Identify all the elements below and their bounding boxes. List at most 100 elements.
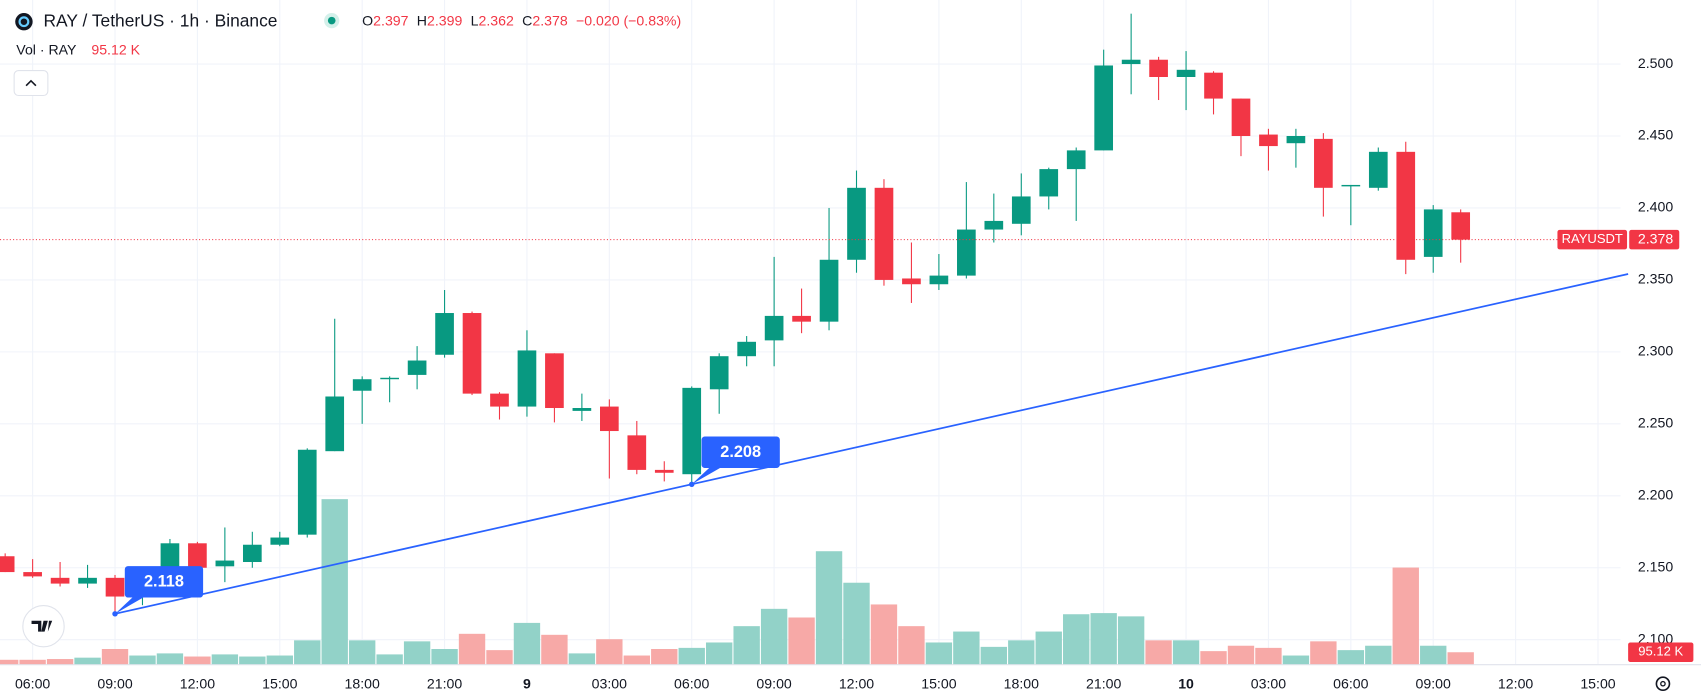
h-label: H [417, 12, 427, 28]
ohlc-legend: O2.397 H2.399 L2.362 C2.378 −0.020 (−0.8… [362, 12, 681, 28]
candle-body [682, 387, 702, 475]
candle-body [902, 278, 921, 285]
x-tick-label: 9 [523, 676, 531, 692]
grid [0, 0, 1701, 666]
volume-bar [596, 639, 623, 665]
volume-bar [239, 656, 266, 665]
volume-bar [1035, 631, 1062, 665]
c-value: 2.378 [532, 12, 567, 28]
symbol-icon-inner [18, 16, 30, 28]
volume-bar [1227, 645, 1255, 665]
candle-body [709, 356, 729, 390]
x-tick-label: 15:00 [262, 676, 297, 692]
volume-bar [651, 648, 678, 665]
candle-body [1396, 151, 1416, 260]
y-tick-label: 2.400 [1638, 199, 1673, 215]
volume-bar [925, 642, 953, 665]
volume-bar [321, 499, 348, 665]
x-tick-label: 03:00 [592, 676, 627, 692]
volume-bar [101, 648, 129, 665]
volume-bar [1145, 640, 1172, 665]
y-tick-label: 2.150 [1638, 559, 1673, 575]
y-tick-label: 2.250 [1638, 415, 1673, 431]
l-value: 2.362 [479, 12, 514, 28]
candle-body [270, 537, 290, 545]
volume-bar [1172, 640, 1200, 665]
o-value: 2.397 [373, 12, 408, 28]
volume-bar [1117, 616, 1145, 665]
candle-body [1011, 196, 1031, 224]
y-tick-label: 2.200 [1638, 487, 1673, 503]
candle-body [352, 379, 372, 391]
volume-tag: 95.12 K [1638, 644, 1683, 659]
volume-bar [760, 608, 788, 665]
candle-body [490, 393, 509, 407]
candle-body [572, 408, 592, 411]
y-tick-label: 2.100 [1638, 630, 1673, 646]
symbol-title[interactable]: RAY / TetherUS · 1h · Binance [44, 10, 278, 30]
volume-bar [348, 640, 376, 665]
y-tick-label: 2.300 [1638, 343, 1673, 359]
trendline-label: 2.208 [720, 443, 761, 461]
volume-bar [376, 654, 403, 665]
volume-bar [870, 604, 898, 665]
l-label: L [471, 12, 479, 28]
candle-body [1423, 209, 1443, 257]
volume-bar [541, 634, 568, 665]
volume-pane [0, 499, 1474, 665]
volume-value: 95.12 K [91, 42, 140, 58]
volume-bar [706, 642, 733, 665]
candles [0, 13, 1471, 614]
x-tick-label: 15:00 [1580, 676, 1615, 692]
candle-body [1204, 72, 1223, 99]
candle-body [1149, 59, 1168, 77]
x-tick-label: 21:00 [1086, 676, 1121, 692]
x-tick-label: 12:00 [1498, 676, 1533, 692]
overlays: 2.100 2.150 2.200 2.250 2.300 2.350 2.400 2.450… [0, 55, 1694, 692]
logo [31, 620, 53, 632]
x-tick-label: 09:00 [97, 676, 132, 692]
candle-body [737, 341, 756, 357]
candle-body [819, 259, 839, 322]
candle-body [1094, 65, 1114, 151]
price-tag-bg [1629, 229, 1680, 250]
x-tick-label: 21:00 [427, 676, 462, 692]
candle-body [1314, 138, 1333, 188]
volume-bar [1282, 655, 1310, 665]
candle-body [78, 577, 97, 584]
volume-bar [129, 655, 156, 665]
settings-button[interactable] [1655, 676, 1671, 692]
candle-body [1066, 150, 1086, 170]
collapse-icon [25, 79, 37, 87]
x-tick-label: 12:00 [180, 676, 215, 692]
volume-bar [898, 626, 925, 665]
candle-body [600, 406, 619, 432]
candle-body [627, 435, 647, 470]
collapse-button[interactable] [13, 70, 49, 97]
volume-bar [156, 653, 184, 665]
x-tick-label: 06:00 [15, 676, 50, 692]
volume-bar [1447, 652, 1474, 665]
volume-bar [294, 640, 321, 665]
volume-bar [184, 656, 211, 665]
volume-bar [1392, 567, 1419, 665]
volume-bar [211, 654, 239, 665]
y-tick-label: 2.500 [1638, 55, 1673, 71]
candle-body [1176, 69, 1196, 77]
trendline-label: 2.118 [144, 573, 184, 591]
candle-body [929, 275, 949, 285]
volume-bar [266, 655, 293, 665]
volume-bar [1365, 645, 1392, 665]
volume-bar [1310, 641, 1337, 665]
trendline [114, 273, 1629, 615]
volume-bar [843, 582, 870, 665]
candle-body [325, 396, 345, 452]
volume-bar [458, 633, 486, 665]
candle-body [792, 315, 811, 322]
candle-body [1286, 136, 1306, 144]
volume-bar [431, 648, 458, 665]
candle-body [957, 229, 976, 276]
candle-body [874, 187, 894, 280]
x-tick-label: 15:00 [921, 676, 956, 692]
volume-bar [1420, 645, 1447, 665]
